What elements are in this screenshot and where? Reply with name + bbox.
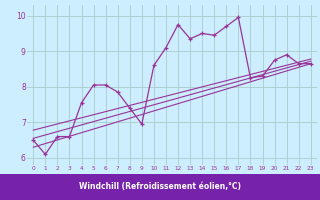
- Text: Windchill (Refroidissement éolien,°C): Windchill (Refroidissement éolien,°C): [79, 182, 241, 192]
